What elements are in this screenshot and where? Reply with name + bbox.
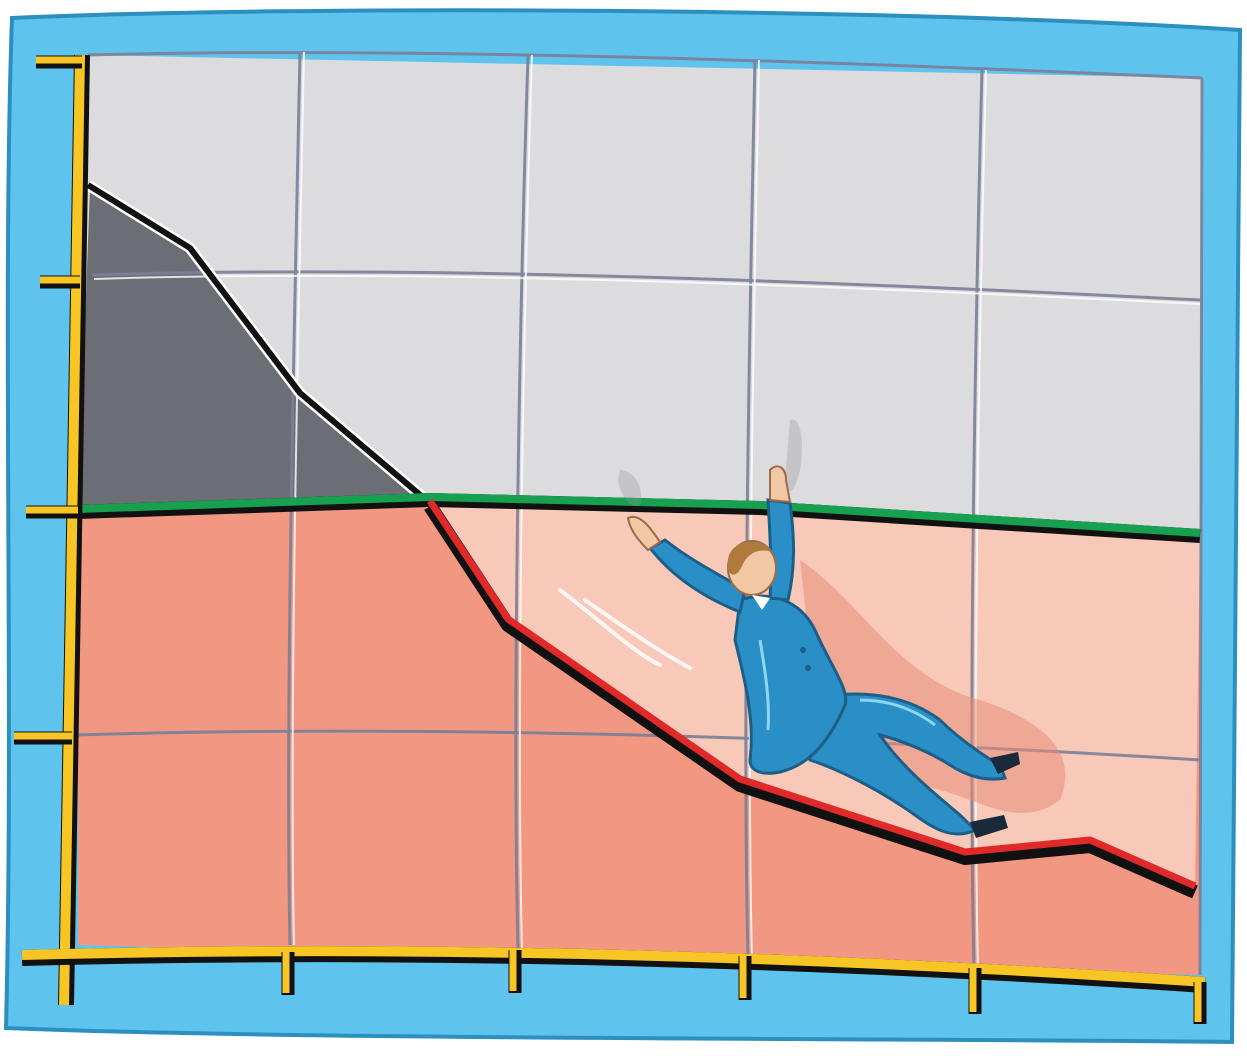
man-collar bbox=[752, 595, 770, 610]
x-axis bbox=[21, 946, 1207, 1024]
man-hand-outstretched bbox=[626, 515, 662, 552]
man-legs bbox=[798, 692, 1008, 836]
man-button bbox=[805, 665, 811, 671]
man-button bbox=[800, 647, 806, 653]
man-shoe-left bbox=[990, 752, 1020, 774]
man-torso bbox=[733, 594, 848, 775]
y-axis bbox=[14, 54, 90, 1006]
man-figure bbox=[626, 465, 1020, 838]
man-hand-raised bbox=[769, 465, 792, 504]
man-hair bbox=[728, 541, 772, 575]
upper-grid-area bbox=[78, 55, 1202, 532]
motion-streaks bbox=[558, 588, 692, 670]
man-arm-outstretched bbox=[647, 538, 747, 615]
man-shoe-right bbox=[970, 815, 1008, 838]
